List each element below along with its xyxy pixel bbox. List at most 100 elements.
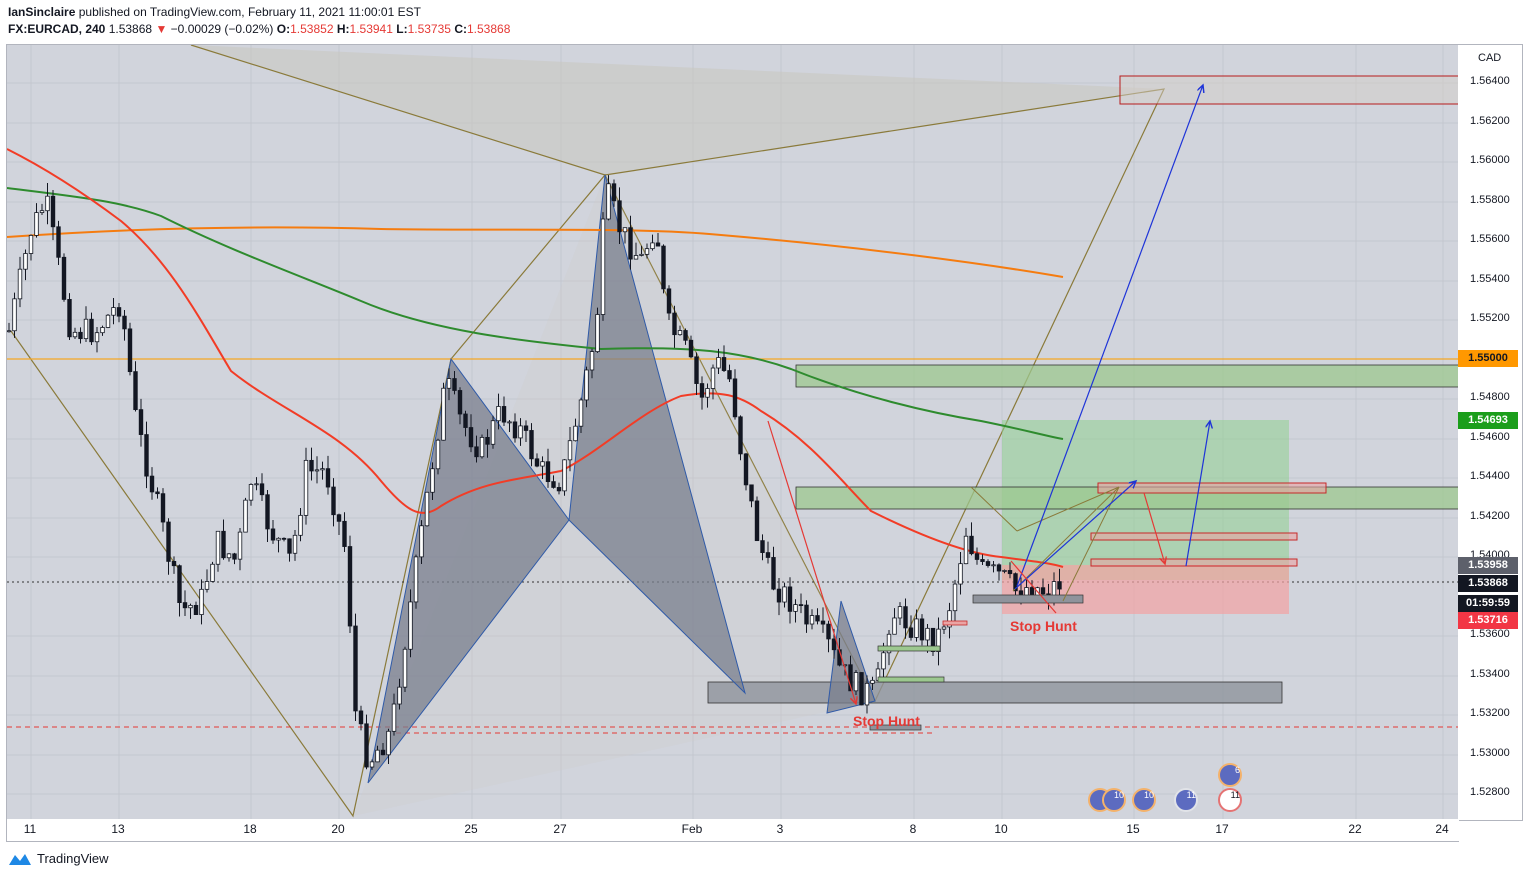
candle-bullish [650, 242, 655, 250]
eu-event-icon[interactable]: 10 [1102, 788, 1126, 812]
chart-canvas[interactable]: Stop Hunt Stop Hunt [7, 45, 1459, 820]
date-tick: 18 [243, 822, 257, 836]
candle-bullish [600, 218, 606, 315]
candle-bullish [925, 627, 930, 641]
author-name[interactable]: IanSinclaire [8, 5, 76, 19]
footer-brand[interactable]: TradingView [37, 851, 109, 866]
candle-bearish [859, 672, 864, 706]
small-box-5[interactable] [942, 620, 968, 626]
price-tag-level-3[interactable]: 1.53958 [1458, 557, 1518, 574]
arrow-blue-target[interactable] [1185, 421, 1210, 567]
candle-bearish [138, 409, 144, 435]
small-box-3[interactable] [869, 724, 922, 731]
eu-event-icon[interactable]: 10 [1132, 788, 1156, 812]
eu-event-icon[interactable]: 6 [1218, 763, 1242, 787]
high-value: 1.53941 [349, 22, 393, 36]
chart-pane[interactable]: Stop Hunt Stop Hunt [6, 44, 1460, 821]
price-tag-level-2[interactable]: 1.54693 [1458, 412, 1518, 429]
symbol-label: FX:EURCAD, 240 [8, 22, 106, 36]
candle-bullish [215, 530, 221, 565]
harmonic-pattern-1[interactable] [367, 357, 570, 784]
candle-bearish [760, 540, 765, 553]
price-tick: 1.56200 [1470, 115, 1510, 127]
price-tick: 1.52800 [1470, 786, 1510, 798]
small-box-4[interactable] [972, 594, 1084, 604]
price-tick: 1.55400 [1470, 273, 1510, 285]
price-tick: 1.55800 [1470, 194, 1510, 206]
date-tick: 25 [464, 822, 478, 836]
candle-bearish [463, 413, 468, 428]
ma-green[interactable] [7, 187, 1064, 440]
ma-orange[interactable] [7, 226, 1064, 278]
candle-bearish [930, 627, 936, 652]
price-tag-low[interactable]: 1.53716 [1458, 612, 1518, 629]
candle-bearish [325, 468, 331, 488]
tradingview-logo-icon[interactable] [8, 852, 32, 866]
supply-zone-upper[interactable] [795, 364, 1459, 388]
event-count: 11 [1230, 790, 1240, 800]
candle-bullish [952, 583, 958, 612]
demand-zone[interactable] [707, 681, 1283, 704]
arrow-red-down[interactable] [1143, 492, 1165, 564]
projection-line-1[interactable] [1012, 486, 1120, 592]
date-tick: 27 [553, 822, 567, 836]
candlestick-series[interactable] [7, 175, 1062, 770]
price-axis[interactable] [1458, 44, 1523, 821]
candle-bullish [391, 703, 397, 732]
projection-line-2[interactable] [1062, 486, 1120, 602]
red-box-3[interactable] [1090, 558, 1298, 567]
chart-header: IanSinclaire published on TradingView.co… [8, 4, 510, 38]
price-tag-last[interactable]: 1.53868 [1458, 575, 1518, 592]
candle-bullish [254, 483, 259, 486]
candle-bullish [430, 468, 435, 493]
candle-bearish [826, 623, 831, 640]
candle-bullish [782, 586, 787, 603]
candle-bearish [1040, 587, 1046, 595]
ca-event-icon[interactable]: 11 [1218, 788, 1242, 812]
candle-bullish [243, 499, 248, 533]
candle-bullish [94, 332, 100, 343]
small-box-2[interactable] [877, 676, 945, 683]
candle-bullish [39, 210, 45, 213]
price-tag-countdown: 01:59:59 [1458, 595, 1518, 612]
red-box-1[interactable] [1097, 482, 1327, 494]
candle-bullish [72, 331, 78, 338]
xabcd-pattern-fill[interactable] [191, 45, 1164, 175]
candle-bullish [314, 469, 320, 472]
candle-bearish [661, 245, 666, 290]
candle-bullish [446, 378, 452, 389]
date-tick: 8 [909, 822, 917, 836]
candle-bearish [611, 183, 617, 202]
candle-bearish [67, 299, 72, 338]
candle-bearish [919, 618, 925, 641]
candle-bearish [127, 328, 133, 373]
candle-bearish [78, 331, 83, 340]
price-tag-level-1[interactable]: 1.55000 [1458, 350, 1518, 367]
target-box-top[interactable] [1119, 75, 1459, 105]
date-tick: 15 [1126, 822, 1140, 836]
change-arrow-icon: ▼ [155, 22, 168, 36]
projection-line-4[interactable] [1016, 486, 1120, 532]
candle-bearish [358, 710, 364, 725]
candle-bullish [424, 491, 430, 527]
arrow-red-sweep-2[interactable] [1010, 560, 1057, 614]
arrow-blue-mid[interactable] [1014, 481, 1136, 590]
candle-bullish [28, 235, 34, 254]
candle-bullish [490, 420, 496, 445]
red-box-2[interactable] [1090, 532, 1298, 541]
candle-bearish [149, 475, 155, 493]
eu-event-icon[interactable]: 11 [1174, 788, 1198, 812]
small-box-1[interactable] [877, 645, 941, 652]
high-label: H: [336, 22, 350, 36]
candle-bullish [83, 318, 89, 340]
ma-red[interactable] [7, 148, 1064, 568]
candle-bullish [991, 564, 996, 567]
candle-bearish [281, 537, 287, 540]
arrow-blue-long[interactable] [1016, 85, 1203, 587]
candle-bearish [287, 538, 292, 554]
price-tick: 1.54200 [1470, 510, 1510, 522]
projection-line-3[interactable] [970, 486, 1018, 532]
time-axis[interactable] [6, 819, 1459, 842]
arrow-red-sweep[interactable] [767, 420, 856, 704]
date-tick: 20 [331, 822, 345, 836]
